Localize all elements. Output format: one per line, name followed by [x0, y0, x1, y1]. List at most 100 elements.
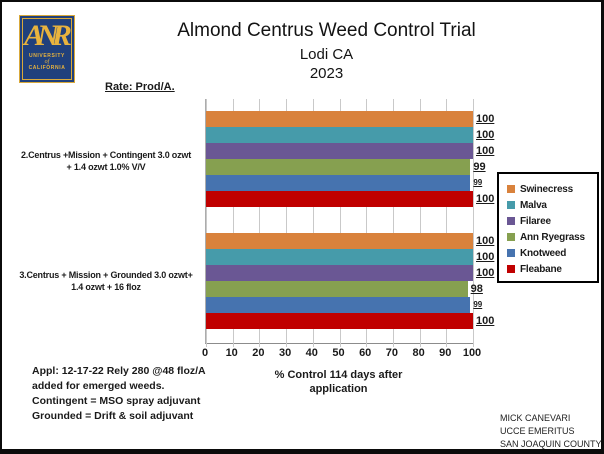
- legend-swatch: [507, 233, 515, 241]
- legend-swatch: [507, 265, 515, 273]
- bar-value-label: 100: [476, 314, 495, 327]
- gridline: [419, 99, 421, 347]
- x-tick-label: 40: [305, 347, 318, 359]
- bar-value-label: 100: [476, 250, 495, 263]
- note-line: Contingent = MSO spray adjuvant: [32, 395, 201, 407]
- bar-row: 100: [206, 191, 494, 207]
- bar-row: 100: [206, 111, 494, 127]
- gridline: [286, 99, 288, 347]
- legend-label: Swinecress: [520, 183, 574, 195]
- category-label-line1: 3.Centrus + Mission + Grounded 3.0 ozwt+: [19, 270, 193, 280]
- x-tick-label: 0: [201, 347, 209, 359]
- bar-fleabane: [206, 313, 473, 329]
- bar-value-label: 99: [473, 300, 483, 309]
- bar-knotweed: [206, 297, 471, 313]
- category-label-line2: + 1.4 ozwt 1.0% V/V: [66, 162, 146, 172]
- note-line: Appl: 12-17-22 Rely 280 @48 floz/A: [32, 365, 206, 377]
- gridline: [392, 99, 394, 347]
- legend-label: Knotweed: [520, 247, 567, 259]
- chart-subtitle: Lodi CA: [299, 46, 354, 63]
- bar-value-label: 100: [476, 192, 495, 205]
- x-axis-title: % Control 114 days after application: [205, 368, 472, 396]
- x-tick-label: 30: [278, 347, 292, 359]
- chart-year: 2023: [309, 65, 344, 82]
- gridline: [312, 99, 314, 347]
- bar-row: 100: [206, 127, 494, 143]
- bar-group: 100 100 100 99 99 100: [206, 111, 494, 207]
- logo-california-text: CALIFORNIA: [28, 65, 66, 71]
- credit-line: UCCE EMERITUS: [500, 426, 575, 436]
- gridline: [339, 99, 341, 347]
- bar-value-label: 100: [476, 234, 495, 247]
- bar-value-label: 100: [476, 144, 495, 157]
- bar-swinecress: [206, 233, 473, 249]
- gridline: [232, 99, 234, 347]
- legend-item: Filaree: [507, 213, 597, 229]
- x-axis-title-line1: % Control 114 days after: [274, 369, 403, 381]
- legend-label: Fleabane: [520, 263, 562, 275]
- legend-swatch: [507, 249, 515, 257]
- bar-value-label: 99: [473, 178, 483, 187]
- gridline: [473, 99, 474, 347]
- anr-monogram: ANR: [24, 19, 72, 52]
- x-tick-label: 80: [412, 347, 425, 359]
- bar-malva: [206, 249, 473, 265]
- legend-item: Ann Ryegrass: [507, 229, 597, 245]
- bar-row: 100: [206, 265, 494, 281]
- bar-value-label: 100: [476, 128, 495, 141]
- bar-swinecress: [206, 111, 473, 127]
- category-label: 2.Centrus +Mission + Contingent 3.0 ozwt…: [10, 149, 202, 173]
- bar-value-label: 99: [473, 160, 486, 173]
- x-axis-title-line2: application: [309, 383, 368, 395]
- x-tick-label: 50: [332, 347, 345, 359]
- note-line: Grounded = Drift & soil adjuvant: [32, 410, 194, 422]
- bar-row: 100: [206, 143, 494, 159]
- bar-value-label: 100: [476, 266, 495, 279]
- bar-row: 99: [206, 159, 486, 175]
- bar-malva: [206, 127, 473, 143]
- legend-item: Swinecress: [507, 181, 597, 197]
- credits: MICK CANEVARI UCCE EMERITUS SAN JOAQUIN …: [500, 412, 601, 449]
- bar-row: 98: [206, 281, 483, 297]
- legend-box: Swinecress Malva Filaree Ann Ryegrass Knotwe…: [497, 172, 599, 283]
- legend-item: Fleabane: [507, 261, 597, 277]
- bar-filaree: [206, 143, 473, 159]
- x-tick-label: 90: [439, 347, 452, 359]
- bar-value-label: 98: [470, 282, 483, 295]
- gridline: [259, 99, 261, 347]
- x-tick-label: 10: [225, 347, 238, 359]
- legend-swatch: [507, 217, 515, 225]
- legend-label: Malva: [520, 199, 547, 211]
- notes-left: Appl: 12-17-22 Rely 280 @48 floz/A added…: [32, 364, 206, 424]
- category-label-line1: 2.Centrus +Mission + Contingent 3.0 ozwt: [20, 150, 192, 160]
- title-block: Almond Centrus Weed Control Trial Lodi C…: [62, 20, 591, 83]
- uc-anr-logo: ANR UNIVERSITY of CALIFORNIA: [19, 15, 75, 83]
- x-tick-row: 0 10 20 30 40 50 60 70 80 90 100: [201, 347, 481, 360]
- gridline: [366, 99, 368, 347]
- bar-fleabane: [206, 191, 473, 207]
- x-tick-label: 70: [385, 347, 399, 359]
- legend-label: Ann Ryegrass: [520, 231, 585, 243]
- rate-label: Rate: Prod/A.: [105, 81, 175, 93]
- bar-value-label: 100: [476, 112, 495, 125]
- legend-item: Knotweed: [507, 245, 597, 261]
- category-label-line2: 1.4 ozwt + 16 floz: [71, 282, 141, 292]
- x-tick-label: 60: [359, 347, 372, 359]
- logo-of-text: of: [44, 59, 50, 65]
- bar-ann-ryegrass: [206, 281, 468, 297]
- gridline: [446, 99, 448, 347]
- x-tick-label: 20: [252, 347, 265, 359]
- bar-row: 100: [206, 233, 494, 249]
- x-tick-label: 100: [462, 347, 482, 359]
- bar-row: 99: [206, 175, 482, 191]
- credit-line: MICK CANEVARI: [500, 413, 571, 423]
- bar-group: 100 100 100 98 99 100: [206, 233, 494, 329]
- legend-list: Swinecress Malva Filaree Ann Ryegrass Knotwe…: [507, 181, 597, 277]
- bar-row: 99: [206, 297, 482, 313]
- category-label: 3.Centrus + Mission + Grounded 3.0 ozwt+…: [10, 269, 202, 293]
- bar-ann-ryegrass: [206, 159, 471, 175]
- note-line: added for emerged weeds.: [32, 380, 165, 392]
- gridline: [206, 99, 207, 347]
- bar-row: 100: [206, 313, 494, 329]
